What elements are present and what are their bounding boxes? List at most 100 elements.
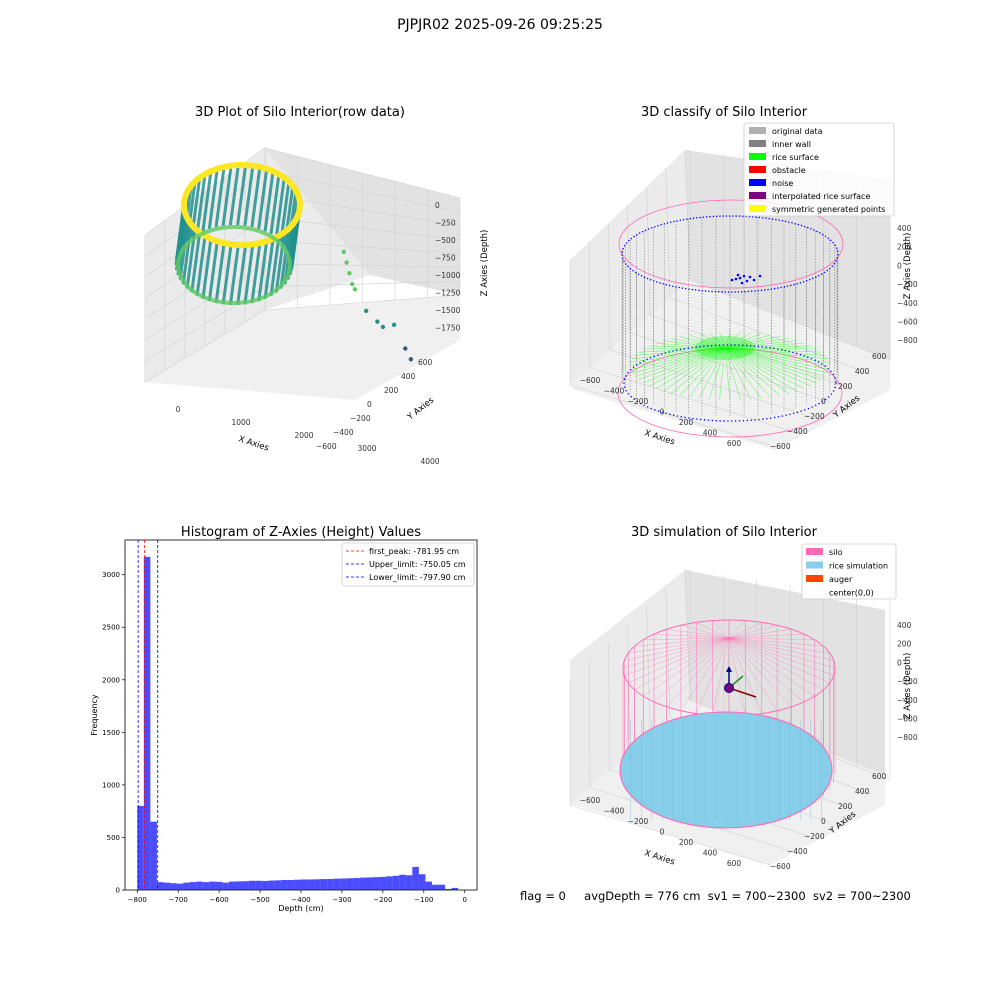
legend-label: obstacle	[772, 166, 806, 175]
classified-cylinder	[617, 199, 844, 438]
noise-point	[734, 277, 738, 281]
raw-data-3d-plot: 3D Plot of Silo Interior(row data) 0 1000…	[144, 105, 490, 466]
rice-surface-ray	[698, 333, 726, 349]
outlier-points	[341, 249, 414, 362]
histogram-bar	[222, 882, 229, 890]
histogram-bar	[392, 875, 400, 890]
status-line: flag = 0 avgDepth = 776 cm sv1 = 700~230…	[520, 889, 911, 903]
legend-label: rice simulation	[829, 562, 888, 571]
silo-simulation-cylinder	[619, 619, 836, 829]
rice-surface-ray	[663, 340, 726, 349]
histogram-bar	[320, 879, 328, 890]
y-tick-label: 200	[838, 802, 853, 811]
histogram-bar	[412, 866, 419, 890]
silo-roof-ray	[728, 637, 746, 716]
legend-swatch	[749, 179, 766, 186]
silo-roof-ray	[728, 637, 824, 691]
rice-surface-ray	[724, 347, 828, 374]
histogram-bar	[425, 881, 432, 890]
silo-roof-ray	[680, 637, 730, 711]
rice-surface-ray	[724, 347, 822, 353]
rice-surface-ray	[724, 347, 812, 387]
rice-surface-ray	[724, 347, 781, 396]
rice-surface-ray	[724, 332, 751, 349]
outlier-point	[352, 287, 358, 292]
wall-column	[243, 244, 255, 305]
wall-column	[263, 238, 275, 299]
z-tick-label: −250	[435, 219, 456, 228]
rice-surface-ray	[724, 347, 741, 400]
y-tick-label: −600	[770, 862, 791, 871]
rice-surface-ray	[655, 342, 726, 349]
rice-surface-ray	[655, 347, 726, 390]
histogram-legend: first_peak: -781.95 cm Upper_limit: -750.…	[341, 542, 475, 587]
rice-surface-ray	[724, 347, 805, 390]
silo-roof-ray	[728, 637, 830, 654]
histogram-bar	[255, 880, 262, 890]
legend-label: center(0,0)	[829, 589, 874, 598]
x-tick-label: 0	[660, 828, 665, 837]
legend-label: original data	[772, 127, 823, 136]
legend-swatch	[749, 153, 766, 160]
wall-column	[195, 173, 207, 235]
y-tick-labels: 0 500 1000 1500 2000 2500 3000	[102, 571, 125, 895]
z-axis-label: Z Axies (Depth)	[903, 653, 913, 720]
x-tick-label: −400	[291, 896, 310, 904]
noise-point	[758, 274, 762, 278]
noise-point	[742, 274, 746, 278]
x-tick-label: 600	[727, 439, 742, 448]
wall-column	[185, 181, 197, 242]
silo-roof-ray	[643, 637, 730, 641]
y-tick-label: −200	[350, 414, 371, 423]
wall-column	[195, 235, 207, 297]
histogram-bar	[445, 888, 452, 890]
wall-column	[243, 165, 255, 226]
z-tick-label: −600	[897, 318, 918, 327]
rice-surface-ray	[724, 347, 731, 401]
x-tick-label: 1000	[231, 418, 250, 427]
grid-line	[144, 263, 266, 341]
wall-column	[257, 240, 269, 302]
rice-surface-ray	[724, 347, 831, 367]
histogram-bar	[163, 882, 171, 890]
x-tick-label: −800	[128, 896, 147, 904]
legend-box	[341, 542, 475, 587]
wall-column	[257, 168, 269, 230]
histogram-bar	[235, 881, 243, 890]
rice-surface-ray	[724, 347, 771, 398]
z-tick-label: −1250	[435, 289, 461, 298]
x-tick-label: 0	[462, 896, 466, 904]
histogram-bar	[346, 878, 354, 890]
z-tick-label: −1500	[435, 306, 461, 315]
avg-depth-text: avgDepth = 776 cm	[584, 889, 701, 903]
noise-point	[745, 279, 749, 283]
legend-swatch	[749, 192, 766, 199]
histogram-bar	[353, 878, 360, 890]
y-tick-label: 200	[384, 386, 399, 395]
z-tick-labels: 400 200 0 −200 −400 −600 −800	[897, 224, 918, 345]
silo-roof-ray	[728, 624, 778, 639]
x-tick-label: 3000	[357, 444, 376, 453]
x-tick-labels: −600−400−200 0 200 400 600	[580, 376, 742, 448]
rice-surface-ray	[638, 347, 726, 353]
simulation-plot-title: 3D simulation of Silo Interior	[631, 525, 818, 540]
y-tick-label: −600	[316, 442, 337, 451]
rice-surface-ray	[689, 347, 726, 398]
rice-surface-ray	[724, 338, 789, 349]
rice-surface-ray	[724, 347, 798, 392]
histogram-bar	[379, 876, 387, 890]
grid-line	[684, 569, 691, 701]
flag-text: flag = 0	[520, 889, 566, 903]
grid-line	[569, 384, 771, 446]
z-tick-label: 0	[897, 658, 902, 667]
x-tick-label: 4000	[420, 457, 439, 466]
silo-roof-ray	[712, 620, 730, 639]
rice-surface-ray	[724, 347, 826, 356]
x-tick-label: 400	[703, 429, 718, 438]
rice-surface-ray	[630, 347, 726, 370]
silo-roof-ray	[624, 637, 730, 661]
y-tick-label: 3000	[102, 571, 120, 579]
z-tick-label: −600	[897, 715, 918, 724]
silo-roof-ray	[728, 637, 834, 661]
